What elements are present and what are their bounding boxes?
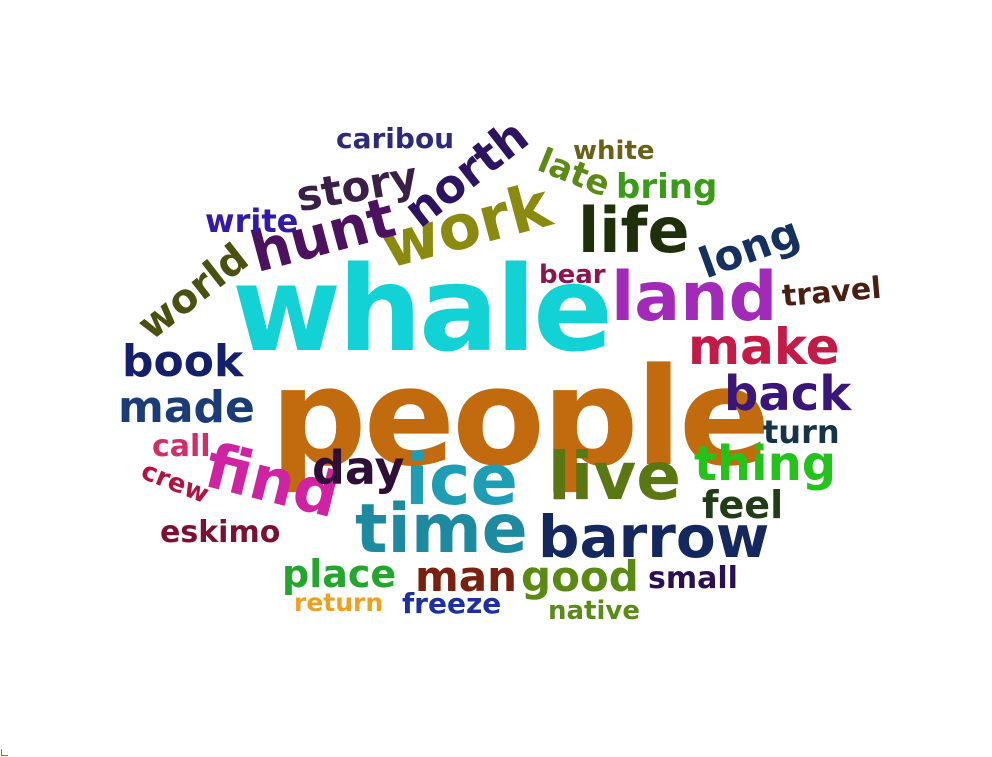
word-whale: whale <box>232 240 613 378</box>
word-back: back <box>724 366 852 422</box>
word-land: land <box>611 258 778 337</box>
corner-mark <box>1 749 8 756</box>
word-time: time <box>355 490 528 569</box>
word-good: good <box>521 552 639 601</box>
word-people: people <box>270 339 770 496</box>
word-turn: turn <box>763 413 840 451</box>
word-life: life <box>578 194 690 267</box>
word-call: call <box>152 429 211 464</box>
word-live: live <box>548 438 682 515</box>
word-day: day <box>312 441 405 495</box>
word-man: man <box>415 552 518 601</box>
word-return: return <box>294 588 384 617</box>
word-place: place <box>282 552 397 596</box>
word-feel: feel <box>702 483 784 527</box>
word-native: native <box>548 596 640 626</box>
word-write: write <box>205 202 299 240</box>
word-eskimo: eskimo <box>160 515 281 550</box>
word-book: book <box>122 336 244 387</box>
word-caribou: caribou <box>336 122 455 155</box>
word-crew: crew <box>136 456 213 510</box>
word-make: make <box>688 318 840 376</box>
word-bear: bear <box>539 260 606 290</box>
word-travel: travel <box>780 270 883 315</box>
word-ice: ice <box>405 439 518 521</box>
word-freeze: freeze <box>402 587 502 620</box>
word-thing: thing <box>694 436 837 492</box>
word-white: white <box>573 136 655 166</box>
word-barrow: barrow <box>538 503 770 571</box>
word-made: made <box>118 382 255 433</box>
word-bring: bring <box>616 167 718 207</box>
word-small: small <box>648 561 738 596</box>
